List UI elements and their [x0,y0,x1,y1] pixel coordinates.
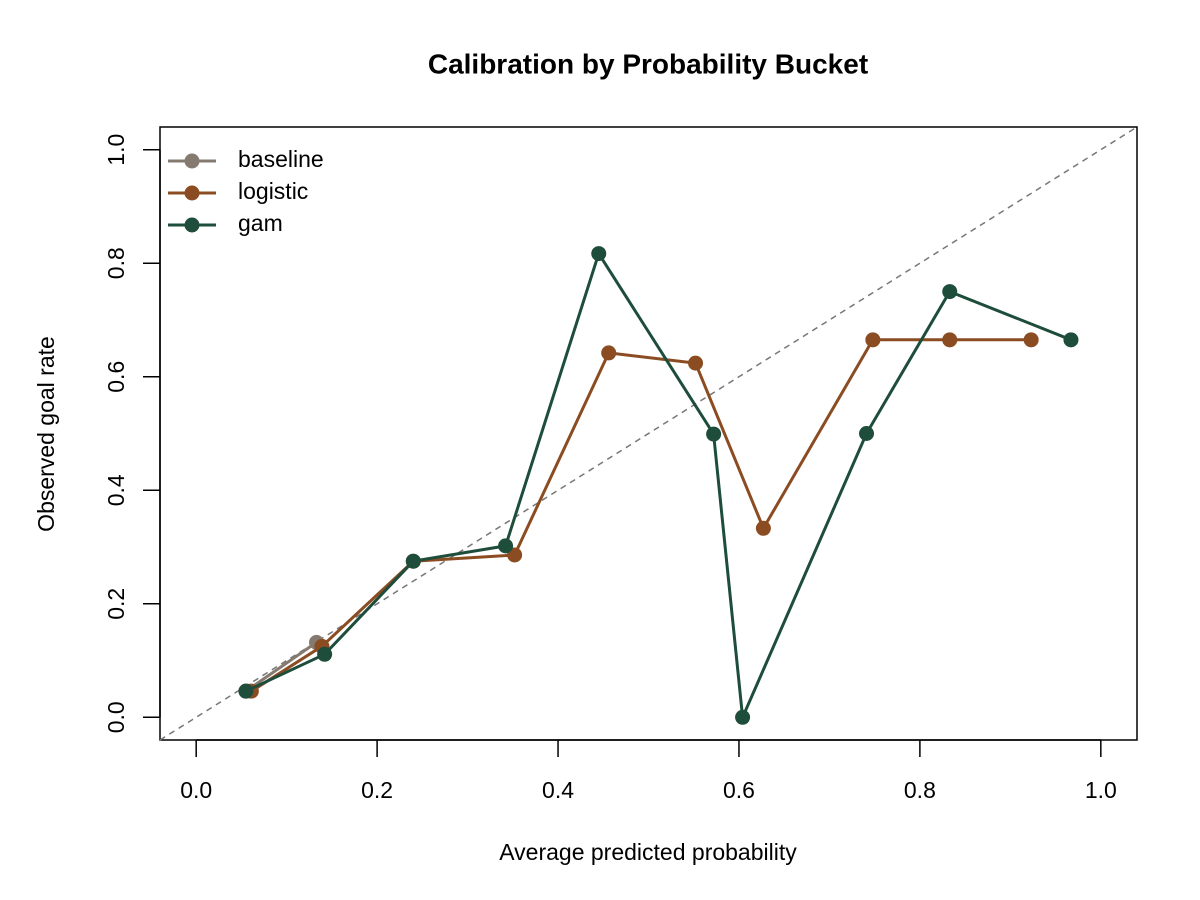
x-tick-label: 0.8 [904,777,936,803]
data-point [405,553,421,569]
data-point [859,426,875,441]
x-tick-label: 0.4 [542,777,574,803]
data-point [601,345,617,361]
data-point [942,332,958,348]
legend-marker [184,153,200,169]
x-axis-label: Average predicted probability [499,839,797,865]
data-point [706,426,722,442]
data-point [317,646,333,662]
data-point [238,683,254,699]
series-line [250,338,1032,693]
data-point [942,284,958,300]
data-point [735,709,751,725]
y-tick-label: 1.0 [103,134,129,166]
x-tick-label: 0.6 [723,777,755,803]
y-tick-label: 0.8 [103,247,129,279]
x-tick-label: 0.0 [180,777,212,803]
data-point [865,332,881,348]
legend-label: gam [238,210,283,236]
y-axis-label: Observed goal rate [33,336,59,532]
chart-title: Calibration by Probability Bucket [428,48,868,79]
legend-marker [184,185,200,201]
data-point [1023,332,1039,348]
data-point [507,547,523,563]
x-tick-label: 0.2 [361,777,393,803]
legend-marker [184,217,200,233]
data-point [498,538,514,554]
data-point [591,246,607,262]
y-tick-label: 0.0 [103,701,129,733]
y-tick-label: 0.2 [103,588,129,620]
data-point [755,520,771,536]
y-tick-label: 0.4 [103,474,129,506]
x-tick-label: 1.0 [1085,777,1117,803]
series-line [245,641,318,693]
series-line [245,250,1072,724]
data-point [688,355,704,371]
reference-diagonal [159,126,1138,741]
data-point [1063,332,1079,348]
y-tick-label: 0.6 [103,361,129,393]
legend-label: baseline [238,146,324,172]
legend-label: logistic [238,178,308,204]
